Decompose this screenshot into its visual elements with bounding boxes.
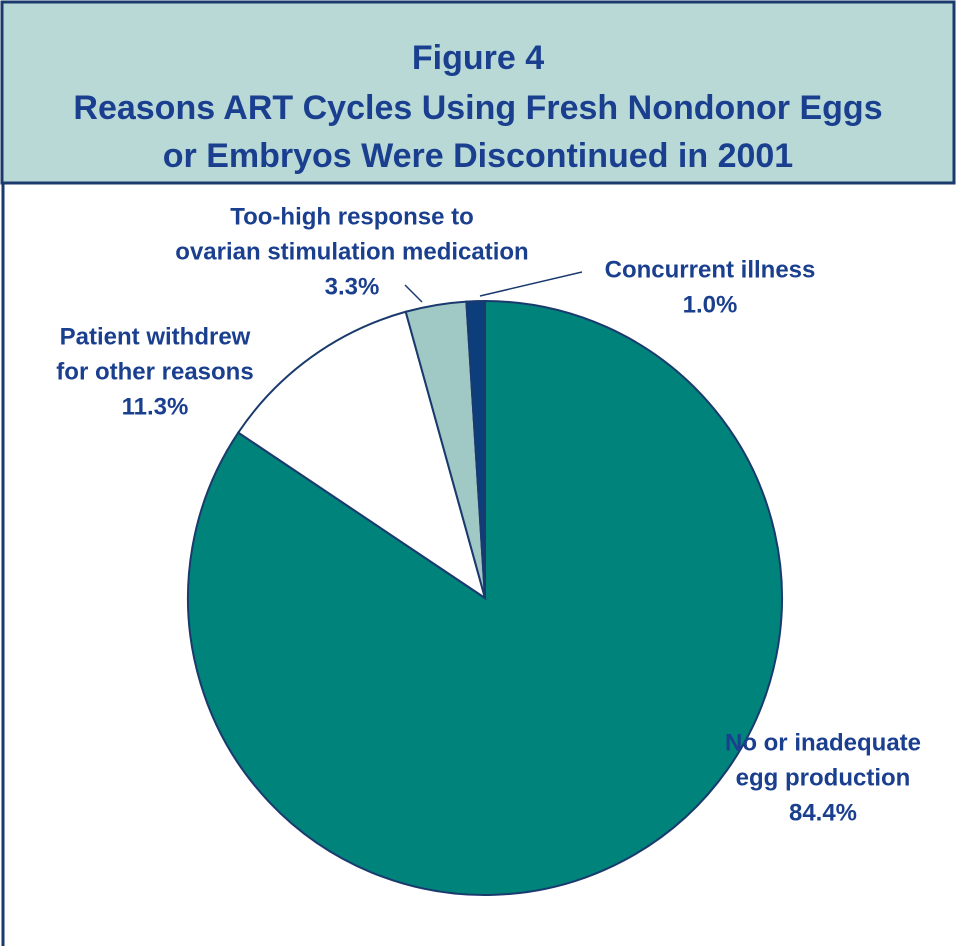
pie-slice bbox=[465, 299, 486, 599]
slice-label: Too-high response to bbox=[230, 203, 474, 230]
slice-label: for other reasons bbox=[56, 358, 253, 385]
chart-title: Reasons ART Cycles Using Fresh Nondonor … bbox=[73, 89, 882, 127]
leader-line bbox=[479, 271, 583, 297]
chart-title: Figure 4 bbox=[412, 39, 544, 77]
value-label: 84.4% bbox=[789, 799, 857, 826]
slice-label: Concurrent illness bbox=[605, 256, 816, 283]
slice-label: No or inadequate bbox=[725, 729, 921, 756]
value-label: 1.0% bbox=[683, 291, 738, 318]
chart-title: or Embryos Were Discontinued in 2001 bbox=[163, 137, 793, 175]
slice-label: egg production bbox=[736, 764, 911, 791]
slice-label: Patient withdrew bbox=[60, 323, 251, 350]
value-label: 11.3% bbox=[122, 393, 189, 420]
value-label: 3.3% bbox=[325, 273, 380, 300]
leader-line bbox=[404, 284, 423, 303]
header-box bbox=[0, 0, 956, 185]
pie-slice bbox=[236, 310, 487, 601]
slice-label: ovarian stimulation medication bbox=[175, 238, 528, 265]
